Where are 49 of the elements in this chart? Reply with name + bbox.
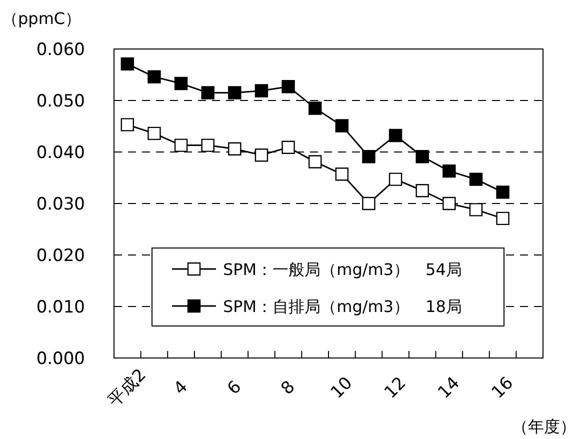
point <box>254 148 268 162</box>
point <box>388 172 402 186</box>
point <box>496 186 510 199</box>
x-tick-label: 6 <box>224 377 246 399</box>
point <box>148 70 161 84</box>
y-tick-label: 0.050 <box>36 92 85 112</box>
x-tick-label: 16 <box>488 373 518 403</box>
y-tick-label: 0.040 <box>36 143 85 163</box>
point <box>416 150 429 164</box>
point <box>335 119 349 132</box>
x-axis-title: （年度） <box>512 417 576 436</box>
x-tick-label: 平成2 <box>104 365 150 411</box>
point <box>442 164 456 178</box>
y-tick-label: 0.000 <box>36 349 85 369</box>
y-axis-title: （ppmC） <box>2 9 82 28</box>
point <box>120 118 134 132</box>
point <box>282 80 295 94</box>
point <box>308 102 322 115</box>
point <box>148 126 161 140</box>
point <box>469 203 483 216</box>
point <box>496 212 510 226</box>
point <box>362 196 376 210</box>
point <box>469 172 483 186</box>
point <box>362 150 376 164</box>
point <box>282 140 295 154</box>
legend-label: SPM：一般局（mg/m3） 54局 <box>223 260 462 279</box>
x-tick-label: 4 <box>170 377 192 399</box>
point <box>335 168 349 181</box>
point <box>254 84 268 98</box>
point <box>388 128 402 142</box>
x-tick-label: 8 <box>277 377 300 399</box>
point <box>174 138 188 152</box>
point <box>174 76 188 90</box>
point <box>442 196 456 210</box>
point <box>416 184 429 198</box>
x-tick-label: 10 <box>327 373 357 403</box>
y-tick-label: 0.020 <box>36 246 85 266</box>
point <box>228 142 242 156</box>
y-tick-label: 0.010 <box>36 298 85 318</box>
y-tick-label: 0.030 <box>36 194 85 214</box>
legend-label: SPM：自排局（mg/m3） 18局 <box>223 297 462 316</box>
point <box>201 86 214 100</box>
x-tick-label: 14 <box>434 373 464 403</box>
point <box>201 138 214 152</box>
y-tick-label: 0.060 <box>36 40 85 60</box>
point <box>228 86 242 100</box>
point <box>308 155 322 168</box>
x-tick-label: 12 <box>380 373 410 403</box>
point <box>120 57 134 71</box>
